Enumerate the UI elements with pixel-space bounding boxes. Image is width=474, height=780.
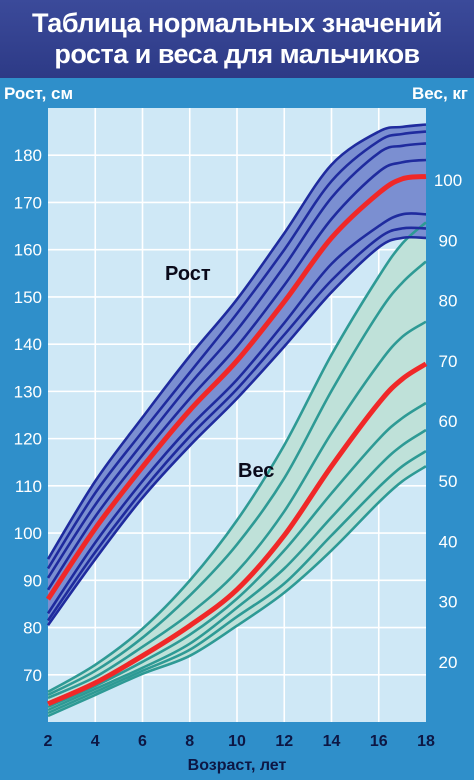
y-left-tick-label: 80 xyxy=(23,619,42,638)
y-left-tick-label: 140 xyxy=(14,335,42,354)
percentile-lines xyxy=(45,123,428,718)
y-left-tick-label: 110 xyxy=(15,477,42,496)
y-right-tick-label: 60 xyxy=(439,412,458,431)
y-right-tick-label: 70 xyxy=(439,352,458,371)
y-right-tick-label: 30 xyxy=(439,593,458,612)
height-band xyxy=(48,124,426,626)
x-tick-label: 14 xyxy=(323,733,341,750)
weight-percentile-line xyxy=(47,428,427,712)
y-left-tick-label: 150 xyxy=(14,288,42,307)
x-tick-label: 8 xyxy=(185,733,194,750)
weight-series-label: Вес xyxy=(238,460,274,482)
y-axis-right-ticks: 20 30 40 50 60 70 80 90 100 xyxy=(434,171,462,672)
x-axis-ticks: 2 4 6 8 10 12 14 16 18 xyxy=(44,733,435,750)
y-right-tick-label: 20 xyxy=(439,653,458,672)
chart-title-line-2: роста и веса для мальчиков xyxy=(54,39,420,69)
height-percentile-line xyxy=(46,158,427,591)
weight-percentile-line xyxy=(47,465,427,718)
x-axis-title: Возраст, лет xyxy=(188,757,287,774)
height-percentile-line xyxy=(46,235,427,626)
y-left-tick-label: 180 xyxy=(14,146,42,165)
y-left-tick-label: 90 xyxy=(23,571,42,590)
height-percentile-line xyxy=(46,142,427,579)
x-tick-label: 6 xyxy=(138,733,147,750)
height-percentile-line xyxy=(46,212,427,615)
weight-median-line xyxy=(46,361,428,707)
y-left-tick-label: 100 xyxy=(14,524,42,543)
y-left-tick-label: 160 xyxy=(14,241,42,260)
y-right-tick-label: 90 xyxy=(439,231,458,250)
weight-percentile-line xyxy=(47,260,427,697)
weight-percentile-line xyxy=(47,320,427,700)
y-axis-left-title: Рост, см xyxy=(4,84,73,103)
chart-title-line-1: Таблица нормальных значений xyxy=(31,8,443,38)
y-left-tick-label: 170 xyxy=(14,193,42,212)
chart-title-banner: Таблица нормальных значений роста и веса… xyxy=(0,0,474,78)
weight-percentile-line xyxy=(47,401,427,709)
y-axis-right-title: Вес, кг xyxy=(412,84,468,103)
x-tick-label: 16 xyxy=(370,733,388,750)
weight-percentile-line xyxy=(47,221,427,694)
y-left-tick-label: 120 xyxy=(14,430,42,449)
y-left-tick-label: 70 xyxy=(23,666,42,685)
y-left-tick-label: 130 xyxy=(14,382,42,401)
y-right-tick-label: 40 xyxy=(439,532,458,551)
y-axis-left-ticks: 70 80 90 100 110 120 130 140 150 160 170 180 xyxy=(14,146,42,685)
y-right-tick-label: 100 xyxy=(434,171,462,190)
height-series-label: Рост xyxy=(165,263,211,285)
x-tick-label: 2 xyxy=(44,733,53,750)
x-tick-label: 12 xyxy=(275,733,293,750)
height-median-line xyxy=(45,174,427,601)
height-percentile-line xyxy=(46,226,427,622)
x-tick-label: 18 xyxy=(417,733,435,750)
height-percentile-line xyxy=(46,130,427,570)
weight-percentile-line xyxy=(47,450,427,715)
y-right-tick-label: 50 xyxy=(439,472,458,491)
x-tick-label: 10 xyxy=(228,733,246,750)
y-right-tick-label: 80 xyxy=(439,292,458,311)
x-tick-label: 4 xyxy=(91,733,100,750)
height-percentile-line xyxy=(46,123,427,560)
